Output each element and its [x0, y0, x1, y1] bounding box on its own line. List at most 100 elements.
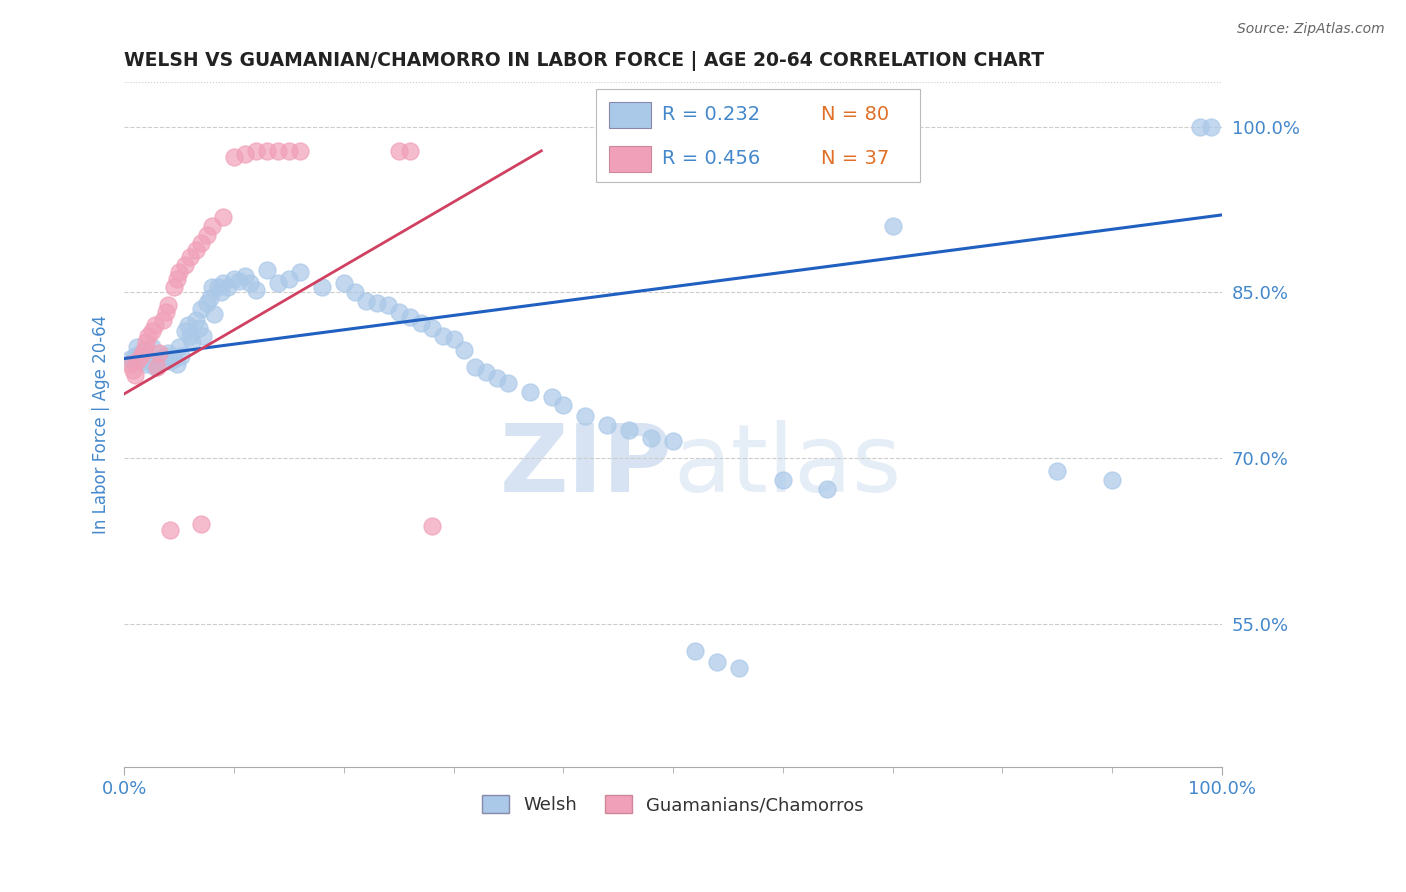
Point	[201, 219, 224, 233]
Point	[122, 353, 145, 368]
Point	[148, 346, 170, 360]
Point	[420, 320, 443, 334]
Point	[170, 349, 193, 363]
Point	[256, 144, 278, 158]
FancyBboxPatch shape	[609, 102, 651, 128]
Point	[288, 144, 311, 158]
Text: N = 80: N = 80	[821, 105, 890, 124]
Point	[166, 272, 188, 286]
Point	[159, 353, 181, 368]
Point	[132, 353, 155, 368]
Point	[640, 431, 662, 445]
Point	[432, 329, 454, 343]
Point	[146, 357, 169, 371]
Point	[519, 384, 541, 399]
Point	[498, 376, 520, 390]
Point	[202, 307, 225, 321]
Point	[198, 291, 221, 305]
Point	[173, 324, 195, 338]
Point	[267, 277, 290, 291]
Point	[1101, 473, 1123, 487]
Point	[173, 258, 195, 272]
Point	[420, 519, 443, 533]
Point	[212, 277, 235, 291]
Point	[1046, 464, 1069, 478]
Point	[541, 390, 564, 404]
Point	[179, 250, 201, 264]
Point	[267, 144, 290, 158]
Point	[157, 346, 180, 360]
Legend: Welsh, Guamanians/Chamorros: Welsh, Guamanians/Chamorros	[474, 786, 873, 823]
Point	[138, 329, 160, 343]
Text: R = 0.232: R = 0.232	[662, 105, 761, 124]
Point	[277, 144, 299, 158]
Point	[366, 296, 388, 310]
Point	[398, 144, 420, 158]
Point	[377, 298, 399, 312]
Point	[288, 265, 311, 279]
Point	[141, 341, 163, 355]
Point	[728, 661, 751, 675]
Point	[124, 349, 146, 363]
Point	[124, 368, 146, 383]
Point	[1199, 120, 1222, 134]
Point	[209, 285, 232, 300]
Point	[129, 346, 152, 360]
Text: R = 0.456: R = 0.456	[662, 149, 761, 168]
Point	[218, 279, 240, 293]
Text: atlas: atlas	[673, 420, 901, 512]
Point	[195, 296, 218, 310]
Point	[277, 272, 299, 286]
Point	[152, 313, 174, 327]
Point	[195, 227, 218, 242]
Point	[143, 318, 166, 333]
Point	[201, 279, 224, 293]
Point	[190, 517, 212, 532]
Point	[882, 219, 904, 233]
Point	[553, 398, 575, 412]
Point	[443, 332, 465, 346]
Point	[167, 265, 190, 279]
Point	[409, 316, 432, 330]
Point	[228, 274, 250, 288]
Point	[617, 423, 640, 437]
Text: N = 37: N = 37	[821, 149, 890, 168]
Point	[135, 357, 157, 371]
Point	[187, 320, 209, 334]
Point	[256, 263, 278, 277]
Point	[354, 294, 377, 309]
Point	[159, 523, 181, 537]
Point	[233, 147, 256, 161]
Point	[177, 318, 200, 333]
Point	[706, 656, 728, 670]
Point	[772, 473, 794, 487]
Point	[475, 365, 498, 379]
Point	[166, 357, 188, 371]
Point	[157, 298, 180, 312]
Point	[574, 409, 596, 423]
Point	[193, 329, 215, 343]
FancyBboxPatch shape	[596, 89, 920, 182]
Point	[184, 313, 207, 327]
Point	[398, 310, 420, 324]
Point	[388, 144, 411, 158]
Point	[453, 343, 475, 357]
Point	[127, 353, 149, 368]
Point	[464, 360, 486, 375]
Point	[127, 341, 149, 355]
Point	[815, 482, 838, 496]
Point	[212, 210, 235, 224]
Point	[118, 357, 141, 371]
Point	[245, 283, 267, 297]
FancyBboxPatch shape	[609, 145, 651, 171]
Point	[343, 285, 366, 300]
Point	[138, 351, 160, 366]
Point	[118, 351, 141, 366]
Y-axis label: In Labor Force | Age 20-64: In Labor Force | Age 20-64	[93, 315, 110, 534]
Point	[222, 272, 245, 286]
Point	[155, 305, 177, 319]
Point	[143, 360, 166, 375]
Point	[122, 362, 145, 376]
Point	[148, 351, 170, 366]
Point	[141, 324, 163, 338]
